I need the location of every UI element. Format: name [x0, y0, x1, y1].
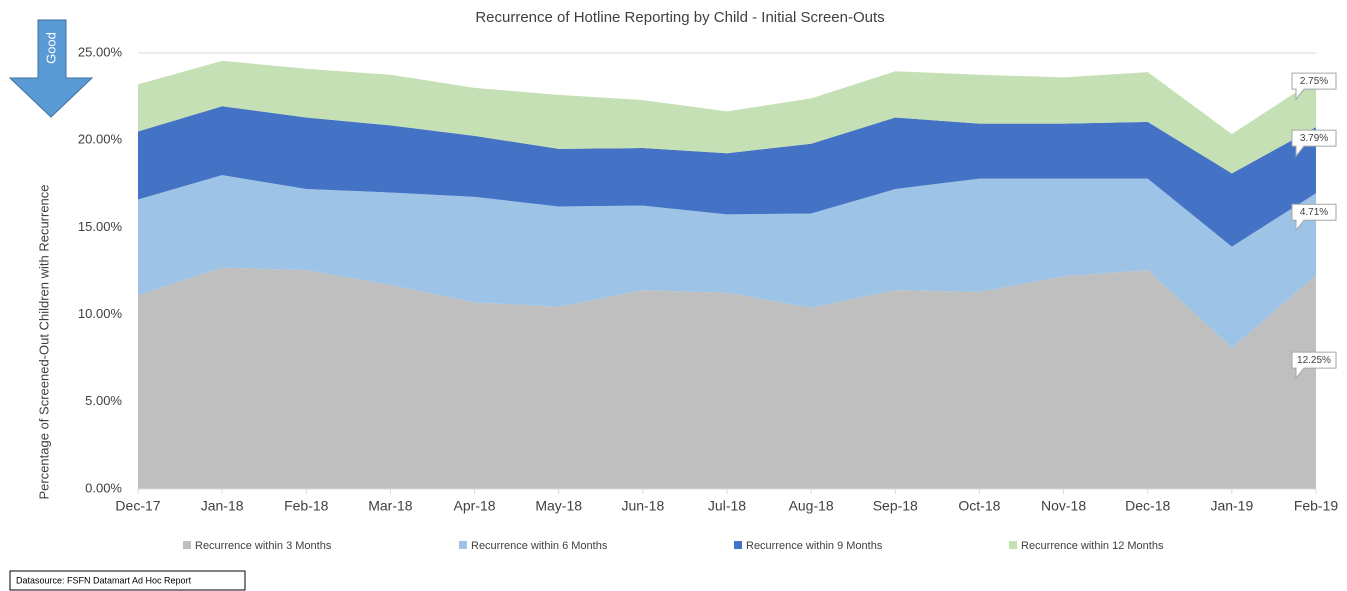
legend-swatch: [734, 541, 742, 549]
x-tick-label: Dec-18: [1125, 498, 1170, 514]
legend-label: Recurrence within 3 Months: [195, 540, 332, 552]
x-tick-label: Jan-19: [1210, 498, 1253, 514]
source-note: Datasource: FSFN Datamart Ad Hoc Report: [16, 575, 192, 585]
area: [138, 267, 1316, 489]
y-tick-label: 0.00%: [85, 480, 122, 495]
chart-title: Recurrence of Hotline Reporting by Child…: [475, 9, 884, 26]
area: [138, 175, 1316, 348]
data-label: 12.25%: [1297, 355, 1331, 366]
callout: [1291, 72, 1337, 101]
x-tick-label: Jul-18: [708, 498, 746, 514]
area: [138, 106, 1316, 247]
legend-swatch: [183, 541, 191, 549]
x-tick-label: Nov-18: [1041, 498, 1086, 514]
x-tick-label: Aug-18: [789, 498, 834, 514]
x-tick-label: Mar-18: [368, 498, 413, 514]
x-tick-label: Apr-18: [454, 498, 496, 514]
legend-swatch: [459, 541, 467, 549]
y-tick-label: 20.00%: [78, 132, 123, 147]
legend-swatch: [1009, 541, 1017, 549]
x-tick-label: Jun-18: [621, 498, 664, 514]
data-label: 3.79%: [1300, 133, 1328, 144]
source-box: [9, 570, 246, 591]
data-label: 4.71%: [1300, 207, 1328, 218]
x-tick-label: Oct-18: [958, 498, 1000, 514]
legend-label: Recurrence within 9 Months: [746, 540, 883, 552]
x-tick-label: Jan-18: [201, 498, 244, 514]
legend-label: Recurrence within 12 Months: [1021, 540, 1164, 552]
legend-label: Recurrence within 6 Months: [471, 540, 608, 552]
x-tick-label: Feb-19: [1294, 498, 1339, 514]
data-label: 2.75%: [1300, 76, 1328, 87]
callout: [1291, 351, 1337, 380]
callout: [1291, 129, 1337, 158]
y-axis-label: Percentage of Screened-Out Children with…: [36, 184, 51, 499]
y-tick-label: 15.00%: [78, 219, 123, 234]
x-tick-label: Feb-18: [284, 498, 329, 514]
x-tick-label: May-18: [535, 498, 582, 514]
callout: [1291, 203, 1337, 232]
y-tick-label: 5.00%: [85, 393, 122, 408]
y-tick-label: 10.00%: [78, 306, 123, 321]
x-tick-label: Dec-17: [115, 498, 160, 514]
good-arrow: [8, 19, 94, 118]
y-tick-label: 25.00%: [78, 44, 123, 59]
annotation: Good: [43, 32, 58, 64]
x-tick-label: Sep-18: [873, 498, 918, 514]
area: [138, 60, 1316, 174]
